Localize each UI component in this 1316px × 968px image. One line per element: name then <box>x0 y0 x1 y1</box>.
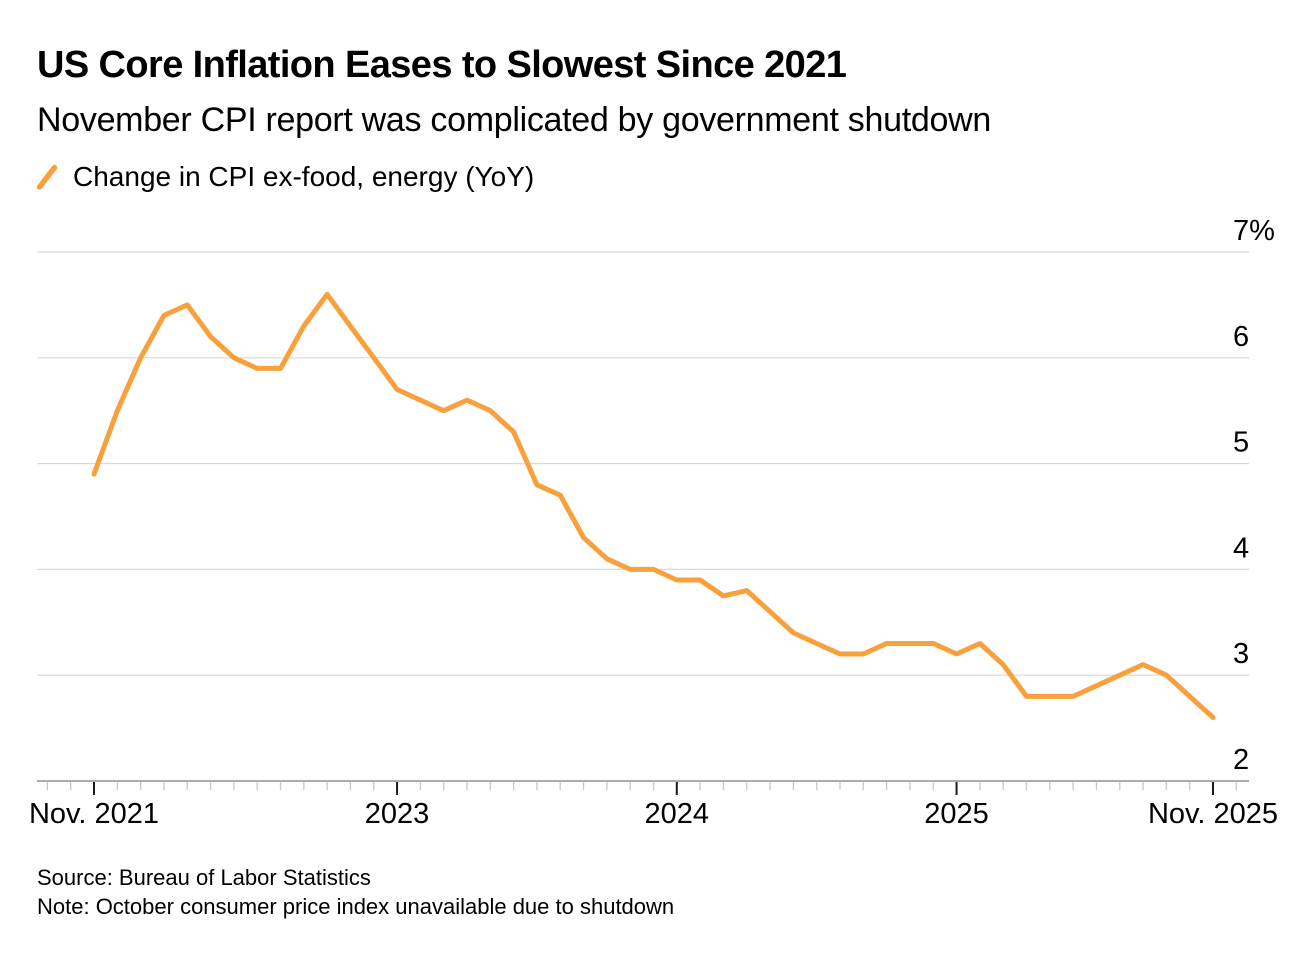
chart-footer: Source: Bureau of Labor Statistics Note:… <box>37 863 674 921</box>
y-tick-label-5: 5 <box>1233 427 1249 459</box>
x-tick-label: Nov. 2021 <box>29 798 159 830</box>
page-subtitle: November CPI report was complicated by g… <box>37 101 991 139</box>
x-tick-label: 2024 <box>645 798 710 830</box>
note-text: Note: October consumer price index unava… <box>37 894 675 919</box>
y-tick-label-6: 6 <box>1233 321 1249 353</box>
page-title: US Core Inflation Eases to Slowest Since… <box>37 44 847 86</box>
legend-slash-icon <box>36 164 58 190</box>
cpi-yoy-line <box>91 291 1216 720</box>
x-tick-label: 2025 <box>924 798 989 830</box>
x-tick-label: Nov. 2025 <box>1148 798 1278 830</box>
source-text: Source: Bureau of Labor Statistics <box>37 865 371 890</box>
legend: Change in CPI ex-food, energy (YoY) <box>36 161 534 193</box>
x-tick-label: 2023 <box>365 798 430 830</box>
legend-label: Change in CPI ex-food, energy (YoY) <box>73 161 535 192</box>
y-tick-label-2: 2 <box>1233 744 1249 776</box>
y-tick-label-7: 7% <box>1233 215 1275 247</box>
y-tick-label-3: 3 <box>1233 638 1249 670</box>
y-tick-label-4: 4 <box>1233 532 1249 564</box>
